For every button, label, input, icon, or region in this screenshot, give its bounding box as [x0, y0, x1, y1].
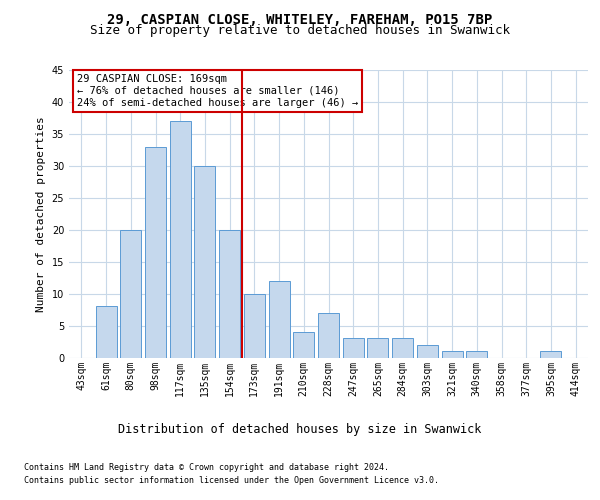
Bar [170, 121, 191, 358]
Bar [318, 313, 339, 358]
Bar [343, 338, 364, 357]
Bar [219, 230, 240, 358]
Y-axis label: Number of detached properties: Number of detached properties [36, 116, 46, 312]
Bar [541, 351, 562, 358]
Bar [293, 332, 314, 357]
Bar [95, 306, 116, 358]
Bar [466, 351, 487, 358]
Text: Distribution of detached houses by size in Swanwick: Distribution of detached houses by size … [118, 422, 482, 436]
Bar [442, 351, 463, 358]
Text: Contains HM Land Registry data © Crown copyright and database right 2024.: Contains HM Land Registry data © Crown c… [24, 462, 389, 471]
Bar [145, 146, 166, 358]
Bar [244, 294, 265, 358]
Bar [269, 281, 290, 357]
Text: Contains public sector information licensed under the Open Government Licence v3: Contains public sector information licen… [24, 476, 439, 485]
Bar [367, 338, 388, 357]
Bar [417, 344, 438, 358]
Text: 29, CASPIAN CLOSE, WHITELEY, FAREHAM, PO15 7BP: 29, CASPIAN CLOSE, WHITELEY, FAREHAM, PO… [107, 12, 493, 26]
Bar [194, 166, 215, 358]
Text: 29 CASPIAN CLOSE: 169sqm
← 76% of detached houses are smaller (146)
24% of semi-: 29 CASPIAN CLOSE: 169sqm ← 76% of detach… [77, 74, 358, 108]
Bar [392, 338, 413, 357]
Text: Size of property relative to detached houses in Swanwick: Size of property relative to detached ho… [90, 24, 510, 37]
Bar [120, 230, 141, 358]
